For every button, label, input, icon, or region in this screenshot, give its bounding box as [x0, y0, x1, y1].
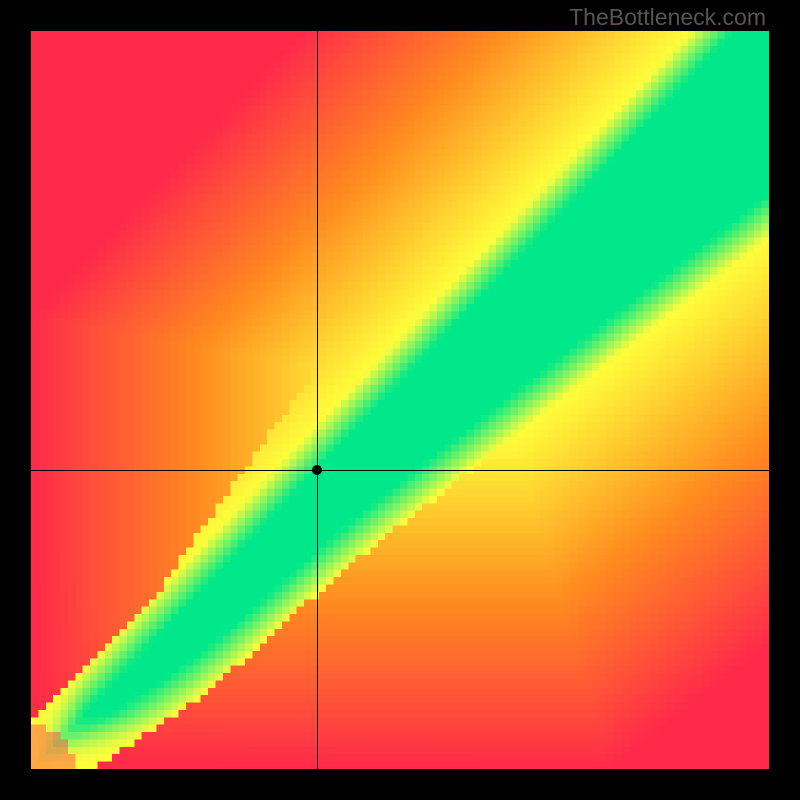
bottleneck-heatmap: [31, 31, 769, 769]
chart-container: TheBottleneck.com: [0, 0, 800, 800]
crosshair-horizontal: [31, 470, 769, 471]
watermark-text: TheBottleneck.com: [569, 4, 766, 31]
crosshair-vertical: [317, 31, 318, 769]
